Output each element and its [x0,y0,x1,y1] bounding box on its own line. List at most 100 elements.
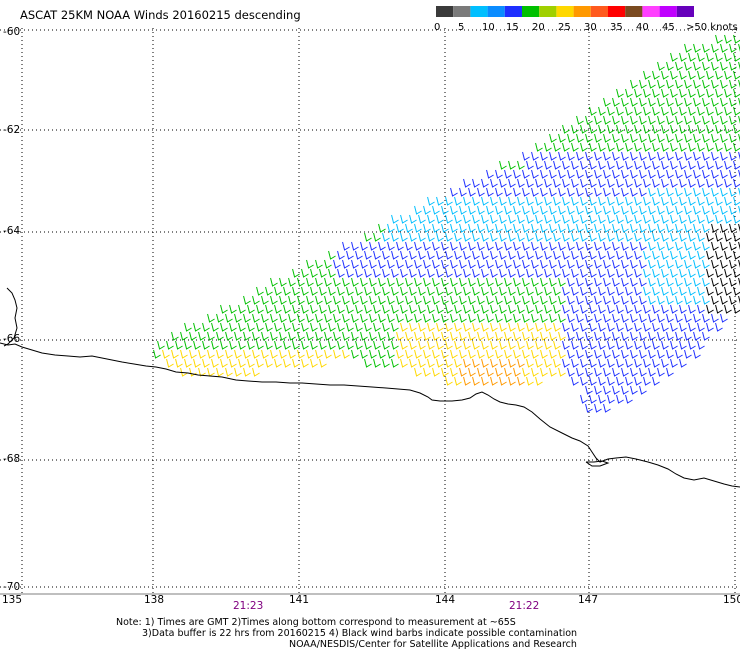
wind-barb [355,286,363,296]
wind-barb [630,295,638,305]
wind-barb [243,331,251,341]
wind-barb [243,295,251,305]
wind-barb [594,295,602,305]
wind-barb [666,133,674,143]
wind-barb [706,268,714,278]
wind-barb [207,331,215,341]
wind-barb [450,223,458,233]
wind-barb [697,124,705,134]
wind-barb [346,322,354,332]
wind-barb [468,277,476,287]
wind-barb [738,259,740,268]
wind-barb [238,340,246,350]
wind-barb [396,259,404,269]
wind-barb [306,349,314,359]
wind-barb [621,277,629,287]
wind-barb [715,214,723,224]
wind-barb [535,160,543,170]
wind-barb [562,214,570,224]
wind-barb [594,205,602,215]
wind-barb [495,295,503,305]
wind-barb [553,160,561,170]
wind-barb [234,349,242,359]
wind-barb [216,367,224,377]
wind-barb [733,304,740,314]
wind-barb [697,214,705,224]
wind-barb [648,115,656,125]
wind-barb [463,268,471,278]
wind-barb [580,196,588,206]
wind-barb [459,205,467,215]
wind-barb [733,106,740,116]
legend-swatch [608,6,626,17]
wind-barb [598,196,606,206]
wind-barb [679,88,687,98]
wind-barb [517,340,525,350]
wind-barb [729,187,737,197]
wind-barb [247,322,255,332]
wind-barb [364,250,372,260]
antarctic-coastline [0,287,740,488]
wind-barb [468,331,476,341]
wind-barb [607,250,615,260]
wind-barb [625,196,633,206]
wind-barb [490,178,498,188]
legend-swatch [659,6,677,17]
wind-barb [729,223,737,233]
wind-barb [603,133,611,143]
wind-barb [337,250,345,260]
wind-barb [666,115,674,125]
wind-barb [684,331,692,341]
wind-barb [571,250,579,260]
wind-barb [666,241,674,251]
wind-barb [585,385,593,395]
wind-barb [702,169,710,179]
wind-barb [634,286,642,296]
legend-swatch [453,6,471,17]
wind-barb [693,43,701,53]
wind-barb [634,376,642,386]
wind-barb [238,322,246,332]
wind-barb [382,304,390,314]
wind-barb [724,286,732,296]
wind-barb [373,268,381,278]
wind-barb [585,169,593,179]
wind-barb [639,223,647,233]
wind-barb [463,376,471,386]
wind-barb [580,358,588,368]
wind-barb [675,97,683,107]
wind-barb [702,61,710,71]
wind-barb [531,241,539,251]
wind-barb [310,358,318,368]
wind-barb [711,223,719,233]
wind-barb [360,295,368,305]
wind-barb [400,322,408,332]
wind-barb [531,169,539,179]
wind-barb [472,286,480,296]
wind-barb [414,223,422,233]
wind-barb [634,196,642,206]
wind-barb [567,331,575,341]
wind-barb [666,331,674,341]
wind-barb [729,43,737,53]
wind-barb [603,295,611,305]
wind-barb [603,205,611,215]
wind-barb [499,232,507,242]
wind-barb [598,178,606,188]
wind-barb [666,205,674,215]
wind-barb [724,106,732,116]
wind-barb [607,178,615,188]
wind-barb [535,250,543,260]
wind-barb [414,313,422,323]
wind-barb [589,250,597,260]
wind-barb [639,205,647,215]
wind-barb [256,340,264,350]
wind-barb [432,223,440,233]
wind-barb [580,376,588,386]
wind-barb [553,214,561,224]
wind-barb [387,313,395,323]
wind-barb [481,322,489,332]
wind-barb [238,358,246,368]
wind-barb [472,178,480,188]
